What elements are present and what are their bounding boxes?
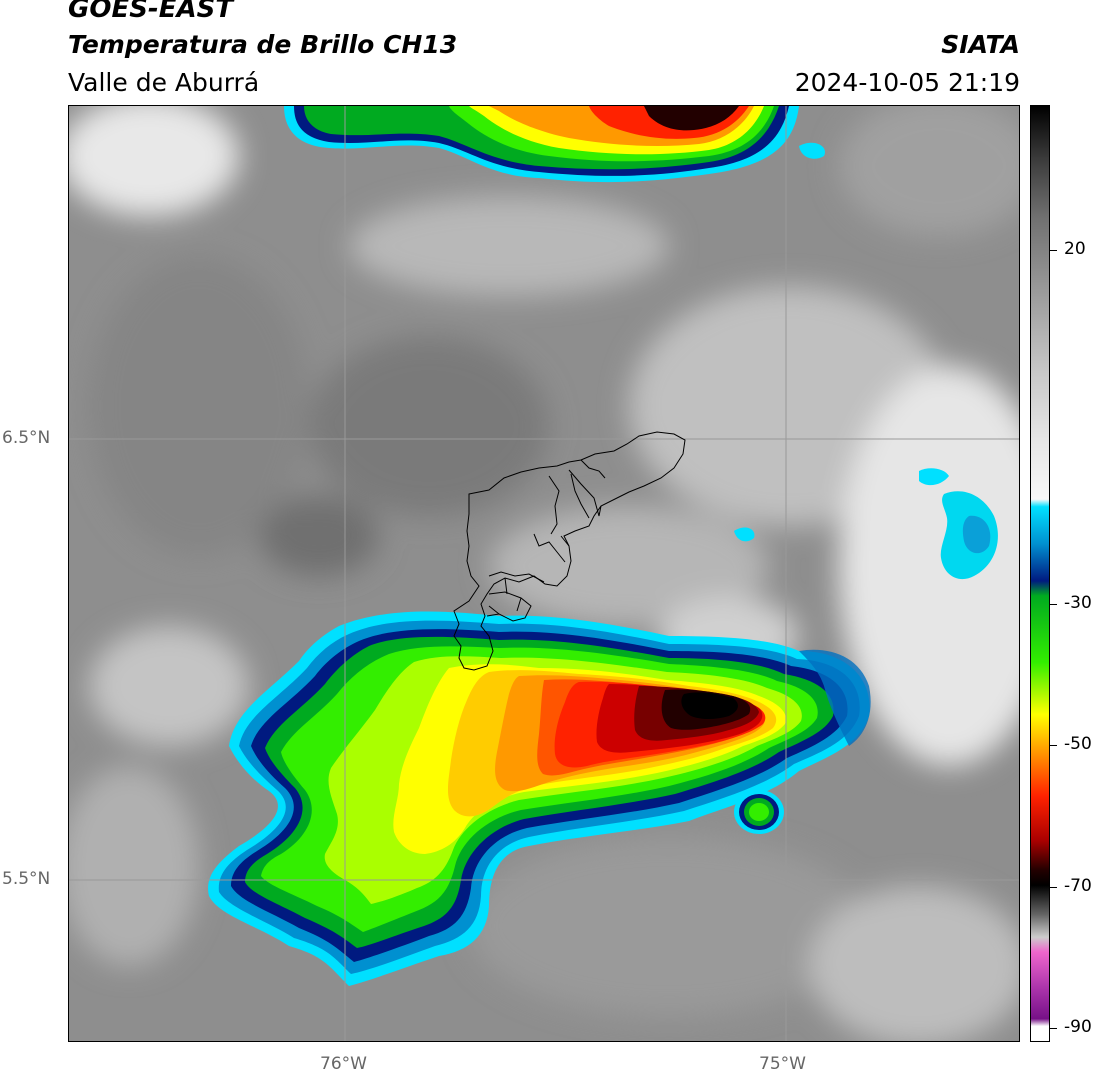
- timestamp-label: 2024-10-05 21:19: [794, 68, 1020, 97]
- colorbar-label-minus90: -90: [1064, 1017, 1092, 1037]
- colorbar: [1030, 105, 1050, 1042]
- cloud-texture: [69, 106, 1019, 1041]
- satellite-title: GOES-EAST: [68, 0, 234, 24]
- colorbar-tick: [1050, 745, 1057, 746]
- colorbar-tick: [1050, 250, 1057, 251]
- colorbar-label-minus30: -30: [1064, 593, 1092, 613]
- colorbar-label-minus50: -50: [1064, 734, 1092, 754]
- product-title: Temperatura de Brillo CH13: [68, 30, 458, 59]
- colorbar-label-20: 20: [1064, 239, 1086, 259]
- convective-cell-north: [284, 106, 799, 183]
- map-gridlines: [69, 106, 1019, 1041]
- lat-label-5-5: 5.5°N: [2, 869, 51, 889]
- cold-cell-east: [919, 468, 998, 580]
- cold-cell-small: [734, 527, 755, 542]
- convective-cell-south: [208, 611, 870, 986]
- colorbar-tick: [1050, 1028, 1057, 1029]
- lon-label-75w: 75°W: [759, 1054, 806, 1074]
- municipal-boundaries: [453, 431, 686, 671]
- colorbar-label-minus70: -70: [1064, 876, 1092, 896]
- region-subtitle: Valle de Aburrá: [68, 68, 260, 97]
- colorbar-tick: [1050, 887, 1057, 888]
- lat-label-6-5: 6.5°N: [2, 428, 51, 448]
- satellite-map[interactable]: [68, 105, 1020, 1042]
- convective-cell-small-east: [734, 790, 784, 834]
- map-canvas: [69, 106, 1019, 1041]
- organization-label: SIATA: [941, 30, 1020, 59]
- colorbar-tick: [1050, 604, 1057, 605]
- lon-label-76w: 76°W: [320, 1054, 367, 1074]
